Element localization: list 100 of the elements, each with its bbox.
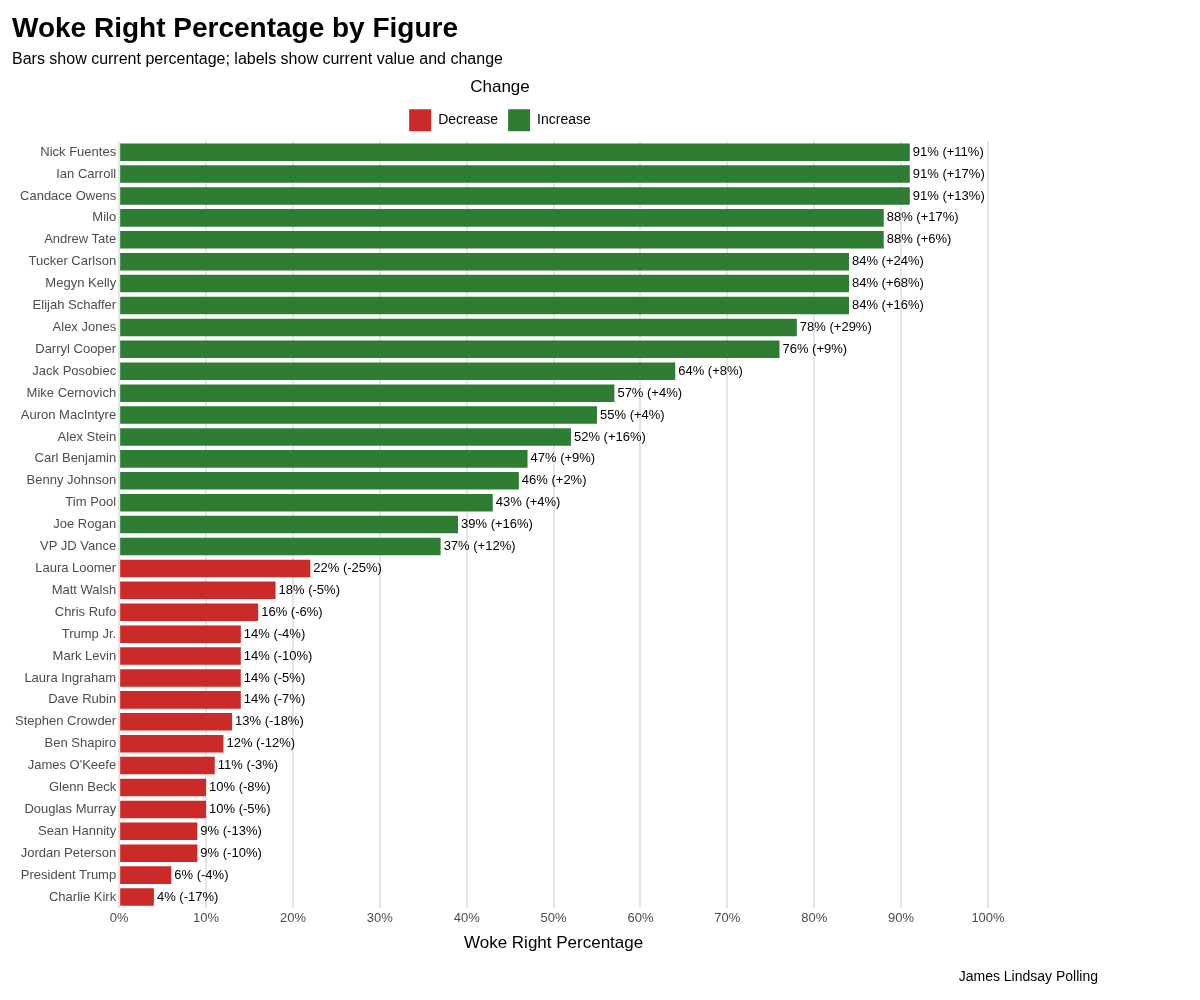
y-tick-label: Megyn Kelly bbox=[45, 275, 117, 291]
bar bbox=[120, 209, 884, 227]
bar bbox=[120, 756, 215, 775]
data-label: 22% (-25%) bbox=[313, 560, 382, 575]
data-label: 91% (+17%) bbox=[912, 165, 985, 181]
bar bbox=[120, 625, 241, 643]
data-label: 16% (-6%) bbox=[261, 603, 323, 619]
data-label: 46% (+2%) bbox=[521, 472, 587, 488]
data-label: 43% (+4%) bbox=[495, 494, 561, 510]
data-label: 64% (+8%) bbox=[678, 362, 743, 378]
x-tick-label: 60% bbox=[627, 910, 654, 926]
data-label: 91% (+11%) bbox=[912, 143, 984, 159]
y-tick-label: Alex Stein bbox=[57, 428, 117, 444]
x-tick-label: 20% bbox=[279, 910, 307, 926]
bar bbox=[120, 143, 910, 161]
y-tick-label: Chris Rufo bbox=[54, 603, 117, 619]
data-label: 9% (-10%) bbox=[200, 844, 262, 860]
bar bbox=[120, 384, 615, 402]
y-tick-label: Joe Rogan bbox=[53, 516, 117, 532]
x-tick-label: 0% bbox=[109, 910, 129, 926]
data-label: 91% (+13%) bbox=[912, 187, 985, 203]
y-tick-label: Tim Pool bbox=[65, 494, 117, 510]
bar bbox=[120, 822, 198, 841]
data-label: 76% (+9%) bbox=[782, 340, 848, 356]
bar bbox=[120, 866, 172, 884]
x-tick-label: 80% bbox=[801, 910, 828, 926]
bar bbox=[120, 800, 207, 819]
bar bbox=[120, 647, 241, 665]
y-tick-label: Andrew Tate bbox=[44, 231, 117, 247]
bar bbox=[120, 252, 849, 271]
y-tick-label: Jack Posobiec bbox=[32, 362, 117, 378]
legend-title: Change bbox=[470, 76, 530, 96]
data-label: 84% (+68%) bbox=[851, 275, 924, 291]
y-tick-label: Darryl Cooper bbox=[35, 340, 117, 356]
data-label: 14% (-5%) bbox=[243, 669, 306, 685]
x-tick-label: 40% bbox=[453, 910, 481, 926]
x-tick-label: 100% bbox=[971, 910, 1006, 926]
data-label: 11% (-3%) bbox=[217, 757, 279, 773]
bar bbox=[120, 362, 676, 380]
bar bbox=[120, 515, 459, 534]
data-label: 18% (-5%) bbox=[278, 581, 340, 597]
y-tick-label: Carl Benjamin bbox=[34, 450, 117, 466]
data-label: 10% (-5%) bbox=[209, 800, 271, 816]
data-label: 12% (-12%) bbox=[226, 735, 296, 751]
bar bbox=[120, 603, 259, 621]
y-tick-label: Tucker Carlson bbox=[28, 253, 117, 269]
data-label: 10% (-8%) bbox=[209, 779, 271, 795]
y-tick-label: Trump Jr. bbox=[61, 625, 117, 641]
y-tick-label: Elijah Schaffer bbox=[32, 297, 117, 313]
data-label: 57% (+4%) bbox=[617, 384, 683, 400]
y-tick-label: Jordan Peterson bbox=[20, 844, 117, 860]
y-tick-label: Auron MacIntyre bbox=[20, 406, 117, 422]
y-tick-label: Milo bbox=[92, 209, 117, 225]
data-label: 84% (+16%) bbox=[851, 297, 924, 313]
y-tick-label: Laura Loomer bbox=[35, 560, 117, 575]
y-tick-label: Glenn Beck bbox=[48, 779, 117, 795]
legend-label: Increase bbox=[537, 111, 592, 128]
data-label: 9% (-13%) bbox=[200, 822, 262, 838]
bar bbox=[120, 778, 207, 797]
y-tick-label: Alex Jones bbox=[52, 319, 117, 334]
bar bbox=[120, 340, 780, 359]
data-label: 88% (+6%) bbox=[886, 231, 952, 247]
bar bbox=[120, 669, 241, 687]
data-label: 14% (-7%) bbox=[243, 691, 306, 707]
y-tick-label: James O'Keefe bbox=[27, 757, 117, 773]
y-tick-label: Nick Fuentes bbox=[40, 143, 117, 159]
bar bbox=[120, 713, 233, 731]
bar bbox=[120, 428, 571, 446]
bar bbox=[120, 844, 198, 862]
data-label: 37% (+12%) bbox=[443, 538, 516, 554]
y-tick-label: Matt Walsh bbox=[51, 581, 117, 597]
data-label: 14% (-4%) bbox=[243, 625, 306, 641]
data-label: 14% (-10%) bbox=[243, 647, 313, 663]
data-label: 47% (+9%) bbox=[530, 450, 596, 466]
y-tick-label: Dave Rubin bbox=[48, 691, 117, 707]
data-label: 39% (+16%) bbox=[461, 516, 533, 532]
data-label: 52% (+16%) bbox=[573, 428, 646, 444]
bar bbox=[120, 450, 528, 468]
x-tick-label: 50% bbox=[540, 910, 568, 926]
bar bbox=[120, 406, 598, 424]
chart-subtitle: Bars show current percentage; labels show current value and change bbox=[12, 49, 504, 67]
text: James Lindsay Polling bbox=[958, 967, 1098, 984]
x-axis-title: Woke Right Percentage bbox=[463, 933, 644, 953]
y-tick-label: Sean Hannity bbox=[38, 822, 117, 838]
bar bbox=[120, 691, 241, 709]
bar bbox=[120, 165, 910, 183]
y-tick-label: Benny Johnson bbox=[26, 472, 117, 488]
x-tick-label: 70% bbox=[714, 910, 741, 926]
y-tick-label: President Trump bbox=[20, 866, 117, 882]
bar bbox=[120, 231, 884, 249]
chart-title: Woke Right Percentage by Figure bbox=[12, 11, 459, 43]
bar bbox=[120, 734, 224, 753]
legend-label: Decrease bbox=[438, 111, 499, 128]
bar bbox=[120, 274, 849, 293]
bar bbox=[120, 888, 154, 906]
data-label: 13% (-18%) bbox=[235, 713, 304, 729]
data-label: 55% (+4%) bbox=[600, 406, 665, 422]
y-tick-label: Ben Shapiro bbox=[44, 735, 117, 751]
x-tick-label: 90% bbox=[888, 910, 915, 926]
data-label: 78% (+29%) bbox=[799, 319, 872, 334]
